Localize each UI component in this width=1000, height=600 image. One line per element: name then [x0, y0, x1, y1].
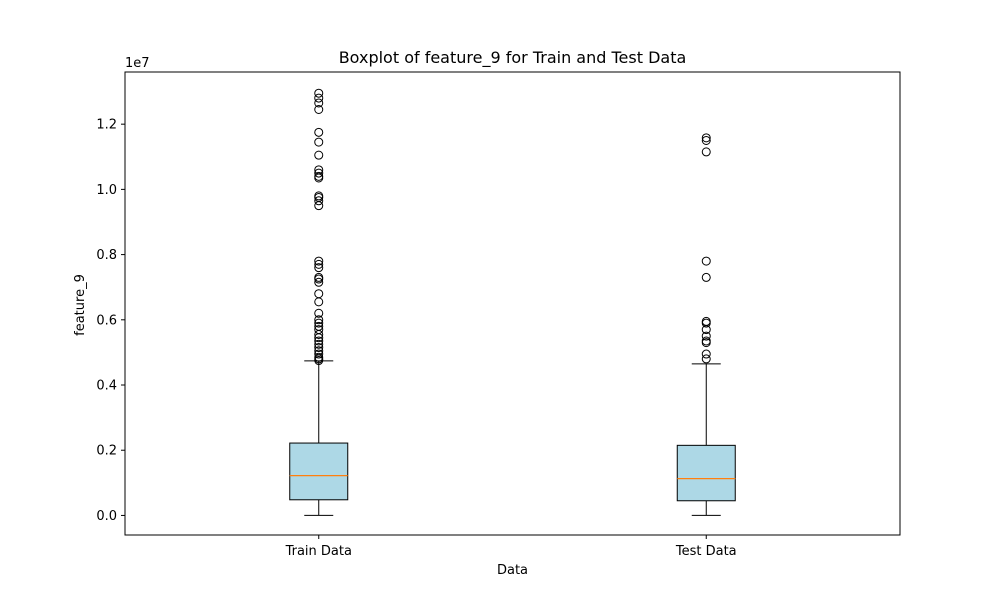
outlier-point: [314, 343, 324, 353]
x-tick-label: Test Data: [675, 544, 737, 559]
outlier-point: [314, 308, 324, 318]
outlier-point: [314, 325, 324, 335]
y-tick-label: 0.2: [96, 444, 117, 459]
outlier-point: [314, 104, 324, 114]
outlier-point: [314, 352, 324, 362]
outlier-point: [314, 263, 324, 273]
x-tick-label: Train Data: [285, 544, 352, 559]
outlier-point: [314, 318, 324, 328]
outlier-point: [314, 93, 324, 103]
y-tick-label: 1.0: [96, 183, 117, 198]
outlier-point: [701, 135, 711, 145]
plot-area: 0.0 0.2 0.4 0.6 0.8 1.0 1.2 Train Data Test Data: [96, 88, 737, 559]
outlier-point: [701, 354, 711, 364]
outlier-point: [314, 196, 324, 206]
box-group: [676, 133, 736, 516]
outlier-point: [314, 297, 324, 307]
outlier-point: [701, 349, 711, 359]
outlier-point: [314, 168, 324, 178]
outlier-point: [314, 321, 324, 331]
outlier-point: [314, 315, 324, 325]
y-tick-label: 0.6: [96, 313, 117, 328]
outlier-point: [314, 259, 324, 269]
outlier-point: [314, 201, 324, 211]
y-scale-label: 1e7: [125, 56, 150, 71]
outlier-point: [314, 191, 324, 201]
outlier-point: [314, 289, 324, 299]
outlier-point: [314, 339, 324, 349]
y-axis-label: feature_9: [73, 274, 88, 336]
outlier-point: [701, 316, 711, 326]
y-tick-label: 0.8: [96, 248, 117, 263]
outlier-point: [314, 165, 324, 175]
outlier-point: [314, 336, 324, 346]
outlier-point: [701, 256, 711, 266]
outlier-point: [314, 88, 324, 98]
outlier-point: [314, 127, 324, 137]
y-tick-label: 0.0: [96, 509, 117, 524]
y-tick-label: 1.2: [96, 118, 117, 133]
outlier-point: [314, 277, 324, 287]
outlier-point: [314, 256, 324, 266]
x-axis-label: Data: [497, 563, 528, 578]
outlier-point: [314, 150, 324, 160]
outlier-point: [701, 133, 711, 143]
chart-title: Boxplot of feature_9 for Train and Test …: [339, 48, 687, 68]
outlier-point: [314, 349, 324, 359]
outlier-point: [701, 272, 711, 282]
outlier-point: [314, 171, 324, 181]
box-iqr: [289, 442, 349, 501]
outlier-point: [701, 336, 711, 346]
outlier-point: [701, 147, 711, 157]
outlier-point: [314, 98, 324, 108]
y-tick-label: 0.4: [96, 379, 117, 394]
box-iqr: [676, 444, 736, 502]
plot-frame: [124, 71, 901, 536]
outlier-point: [314, 137, 324, 147]
outlier-point: [314, 272, 324, 282]
outlier-point: [314, 346, 324, 356]
outlier-point: [701, 331, 711, 341]
box-group: [289, 88, 349, 516]
